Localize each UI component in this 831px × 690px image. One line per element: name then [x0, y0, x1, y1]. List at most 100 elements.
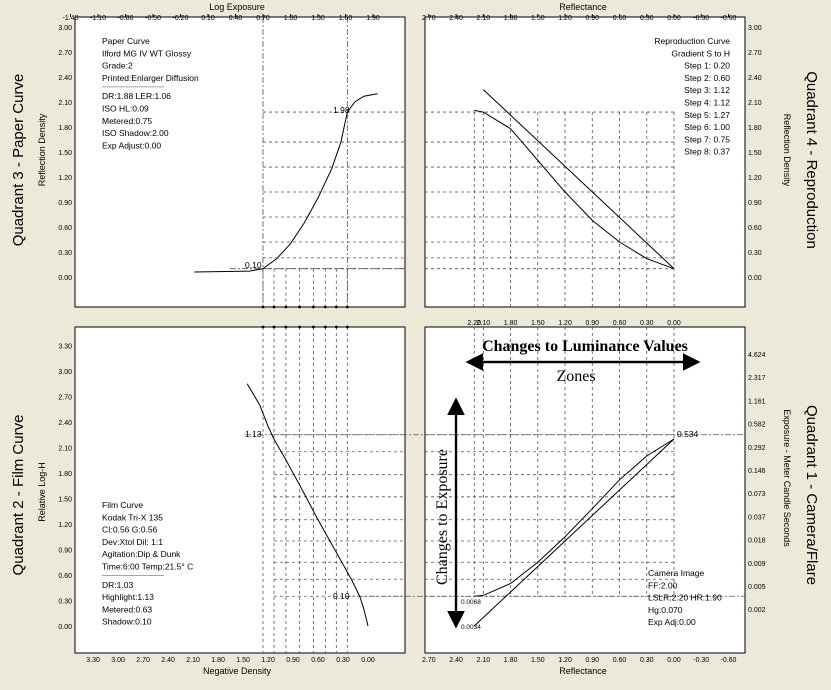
quadrant-4-label: Quadrant 4 - Reproduction: [803, 71, 820, 249]
film-curve-line: [246, 383, 369, 627]
bottom-refl-tick-label: 2.70: [422, 657, 436, 664]
q2-loghl-tick-label: 0.30: [58, 599, 72, 606]
q1-mcs-tick-label: 0.005: [748, 584, 766, 591]
q3-step-dot: [272, 305, 276, 309]
repro-info-line: Step 6: 1.00: [684, 122, 730, 132]
q3-step-dot: [284, 305, 288, 309]
film-info-line: Film Curve: [102, 500, 143, 510]
bottom-refl-tick-label: 0.90: [585, 657, 599, 664]
reproduction-reference-line: [482, 89, 675, 270]
negdens-tick-label: 1.80: [211, 657, 225, 664]
mid-refl-tick-label: 0.30: [640, 320, 654, 327]
q4-ydens-tick-label: 2.70: [748, 50, 762, 57]
top-right-axis-title: Reflectance: [559, 2, 607, 12]
q3-ydens-tick-label: 2.40: [58, 75, 72, 82]
q1-panel: [424, 326, 746, 654]
ticks-layer: -1.40 -1.10 -0.80 -0.50 -0.20 0.10 0.40 0.70 1.0…: [58, 14, 766, 664]
quadrant-1-label: Quadrant 1 - Camera/Flare: [803, 405, 820, 585]
paper-info-line: Printed:Enlarger Diffusion: [102, 73, 199, 83]
q3-ydens-tick-label: 1.20: [58, 175, 72, 182]
q1-mcs-tick-label: 0.073: [748, 491, 766, 498]
q2-loghl-tick-label: 3.00: [58, 369, 72, 376]
film-info-line: Agitation:Dip & Dunk: [102, 549, 181, 559]
q1-mcs-tick-label: 0.018: [748, 538, 766, 545]
q2-step-dot: [312, 325, 315, 329]
repro-info-line: Step 1: 0.20: [684, 61, 730, 71]
bottom-refl-tick-label: -0.60: [720, 657, 736, 664]
logexp-tick-label: 1.30: [311, 15, 325, 22]
reproduction-curve-line: [474, 109, 675, 270]
film-info-line: Shadow:0.10: [102, 617, 152, 627]
top-refl-tick-label: 0.00: [667, 15, 681, 22]
q2-step-dot: [323, 325, 327, 329]
top-refl-tick-label: -0.30: [693, 15, 709, 22]
q2-panel: [74, 326, 406, 654]
negdens-tick-label: 1.20: [261, 657, 275, 664]
logexp-tick-label: 0.70: [256, 15, 270, 22]
negdens-tick-label: 2.10: [186, 657, 200, 664]
grid-layer: [230, 17, 745, 653]
q4-panel: [424, 16, 746, 308]
bottom-refl-tick-label: 1.50: [531, 657, 545, 664]
q3-ylabel: Reflection Density: [37, 113, 47, 186]
bottom-refl-tick-label: 2.10: [477, 657, 491, 664]
paper-info-line: DR:1.88 LER:1.06: [102, 91, 171, 101]
q2-loghl-tick-label: 0.60: [58, 573, 72, 580]
logexp-tick-label: -0.80: [118, 15, 134, 22]
q3-step-dot: [323, 305, 327, 309]
curves-layer: [194, 89, 675, 627]
q3-ydens-tick-label: 0.90: [58, 200, 72, 207]
q2-loghl-tick-label: 2.40: [58, 420, 72, 427]
q3-step-dot: [345, 305, 349, 309]
paper-info-line: ISO HL:0.09: [102, 104, 149, 114]
mid-refl-tick-label: 2.10: [477, 320, 491, 327]
negdens-tick-label: 1.50: [236, 657, 250, 664]
q4-ydens-tick-label: 2.10: [748, 100, 762, 107]
panels-layer: [74, 16, 746, 654]
logexp-tick-label: 1.90: [366, 15, 380, 22]
paper-curve-line: [194, 93, 378, 273]
top-refl-tick-label: 0.90: [585, 15, 599, 22]
q2-high-marker: 1.13: [245, 429, 262, 439]
bottom-refl-tick-label: 0.60: [613, 657, 627, 664]
bottom-refl-tick-label: 0.00: [667, 657, 681, 664]
negdens-tick-label: 3.00: [111, 657, 125, 664]
negdens-tick-label: 0.90: [286, 657, 300, 664]
q3-ydens-tick-label: 3.00: [58, 25, 72, 32]
logexp-tick-label: 0.40: [229, 15, 243, 22]
repro-info-line: Reproduction Curve: [654, 36, 730, 46]
camera-reference-line: [473, 438, 675, 627]
q1-ylabel: Exposure - Meter Candle Seconds: [782, 409, 792, 547]
film-info-line: DR:1.03: [102, 580, 133, 590]
q2-loghl-tick-label: 1.80: [58, 471, 72, 478]
mid-refl-tick-label: 1.80: [504, 320, 518, 327]
top-refl-tick-label: -0.60: [720, 15, 736, 22]
repro-info-line: Step 4: 1.12: [684, 98, 730, 108]
top-refl-tick-label: 0.60: [613, 15, 627, 22]
q2-step-dot: [334, 325, 338, 329]
repro-info-line: Step 5: 1.27: [684, 110, 730, 120]
q2-loghl-tick-label: 0.00: [58, 624, 72, 631]
q4-ydens-tick-label: 1.80: [748, 125, 762, 132]
q3-ydens-tick-label: 0.60: [58, 225, 72, 232]
top-refl-tick-label: 0.30: [640, 15, 654, 22]
mid-refl-tick-label: 1.20: [558, 320, 572, 327]
negdens-tick-label: 2.40: [161, 657, 175, 664]
paper-info-line: Paper Curve: [102, 36, 150, 46]
exposure-annotation: Changes to Exposure: [434, 449, 451, 585]
negdens-tick-label: 2.70: [136, 657, 150, 664]
mid-refl-tick-label: 0.60: [613, 320, 627, 327]
q3-ydens-tick-label: 1.80: [58, 125, 72, 132]
q3-ydens-tick-label: 0.30: [58, 250, 72, 257]
q4-ydens-tick-label: 0.60: [748, 225, 762, 232]
q3-step-dot: [298, 305, 302, 309]
film-info-line: Time:6:00 Temp:21.5° C: [102, 562, 193, 572]
camera-info-line: Hg:0.070: [648, 605, 683, 615]
q1-mcs-tick-label: 0.146: [748, 468, 766, 475]
q2-step-dot: [298, 325, 302, 329]
bottom-refl-tick-label: 1.20: [558, 657, 572, 664]
q1-high-marker: 0.534: [677, 429, 699, 439]
mid-refl-tick-label: 1.50: [531, 320, 545, 327]
negdens-tick-label: 0.60: [311, 657, 325, 664]
